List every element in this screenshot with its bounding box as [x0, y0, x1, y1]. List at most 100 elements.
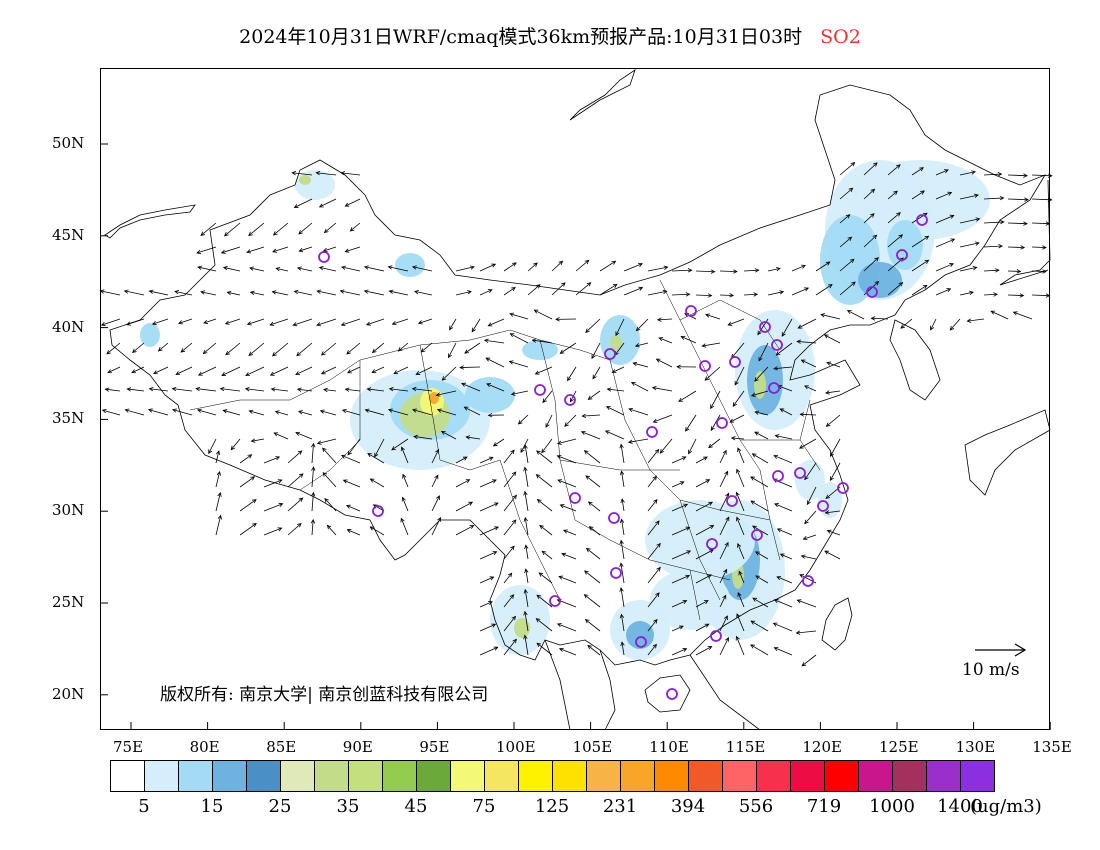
wind-arrow [731, 437, 745, 440]
wind-arrow [623, 263, 643, 272]
wind-arrow [298, 410, 313, 416]
wind-arrowhead [707, 293, 713, 298]
wind-arrowhead [849, 258, 855, 263]
wind-arrow [736, 492, 745, 512]
wind-arrow [750, 500, 769, 512]
wind-arrow [607, 388, 625, 392]
wind-arrow [612, 366, 625, 373]
wind-arrowhead [271, 351, 277, 357]
wind-arrowhead [248, 351, 254, 357]
colorbar-swatch [655, 760, 689, 792]
wind-arrow [737, 592, 745, 608]
wind-arrow [695, 525, 714, 536]
wind-arrowhead [999, 219, 1005, 225]
wind-arrowhead [215, 450, 221, 456]
wind-arrowhead [775, 351, 781, 356]
wind-arrow [728, 318, 745, 326]
wind-arrow [374, 438, 385, 457]
wind-arrowhead [401, 496, 406, 502]
wind-arrow [320, 410, 337, 416]
wind-arrowhead [776, 528, 782, 533]
wind-arrow [551, 260, 563, 272]
wind-arrowhead [293, 204, 299, 208]
concentration-patch [754, 371, 766, 399]
wind-arrowhead [297, 450, 303, 455]
wind-arrowhead [556, 623, 562, 628]
wind-arrow [935, 215, 954, 224]
wind-arrow [341, 455, 361, 464]
wind-arrow [208, 438, 217, 454]
wind-arrow [340, 290, 361, 296]
wind-arrow [436, 390, 457, 396]
wind-arrow [341, 266, 361, 272]
wind-arrowhead [417, 320, 423, 325]
wind-arrow [263, 503, 283, 512]
wind-arrow [839, 214, 851, 224]
wind-arrowhead [465, 479, 471, 484]
wind-arrow [695, 270, 715, 273]
china-border [109, 84, 1046, 666]
wind-arrowhead [584, 618, 590, 624]
wind-arrowhead [751, 453, 757, 458]
station-marker [710, 630, 722, 642]
wind-arrow [656, 358, 673, 368]
wind-arrowhead [1047, 197, 1053, 202]
wind-arrowhead [824, 510, 830, 515]
wind-arrowhead [470, 265, 475, 270]
wind-arrowhead [758, 356, 763, 362]
wind-arrow [388, 409, 409, 416]
wind-arrow [270, 318, 289, 326]
wind-arrow [391, 438, 409, 451]
wind-arrowhead [619, 443, 624, 449]
wind-arrowhead [559, 349, 565, 354]
wind-arrowhead [511, 615, 516, 621]
wind-arrow [366, 318, 385, 326]
wind-arrowhead [796, 599, 802, 604]
wind-arrow [621, 499, 625, 512]
wind-arrow [534, 309, 553, 320]
wind-arrowhead [148, 386, 154, 392]
colorbar-label: 25 [268, 796, 292, 817]
wind-arrow [588, 390, 601, 400]
wind-arrowhead [588, 526, 594, 531]
wind-arrowhead [757, 330, 762, 336]
wind-arrow [736, 613, 745, 632]
wind-arrowhead [469, 525, 475, 530]
wind-arrowhead [387, 408, 393, 413]
wind-arrowhead [365, 321, 371, 326]
wind-arrow [591, 342, 601, 359]
wind-arrow [364, 290, 385, 296]
wind-arrow [815, 261, 830, 272]
wind-arrow [321, 342, 337, 356]
wind-arrow [455, 501, 473, 512]
wind-arrowhead [922, 284, 928, 289]
wind-arrow [708, 438, 721, 448]
wind-arrowhead [132, 348, 137, 354]
wind-arrow [719, 595, 727, 608]
wind-arrow [710, 414, 721, 431]
wind-arrowhead [448, 353, 452, 359]
wind-arrow [801, 654, 817, 667]
wind-arrow [1031, 246, 1046, 248]
wind-arrow [754, 431, 769, 440]
wind-arrowhead [397, 347, 403, 352]
wind-arrow [647, 592, 660, 608]
wind-arrow [777, 528, 793, 536]
wind-arrow [460, 366, 481, 368]
wind-arrow [437, 409, 457, 416]
wind-arrow [804, 510, 817, 524]
wind-arrowhead [705, 313, 710, 318]
concentration-patch [850, 160, 990, 240]
wind-arrowhead [779, 290, 785, 295]
station-marker [569, 492, 581, 504]
wind-arrow [527, 262, 538, 272]
wind-arrow [503, 616, 516, 632]
wind-arrow [620, 540, 625, 560]
wind-arrowhead [463, 406, 469, 411]
wind-arrow [402, 497, 409, 512]
wind-arrowhead [345, 504, 351, 509]
wind-arrowhead [704, 376, 710, 381]
wind-arrowhead [944, 169, 949, 174]
wind-arrow [829, 462, 841, 481]
wind-arrowhead [100, 321, 106, 327]
